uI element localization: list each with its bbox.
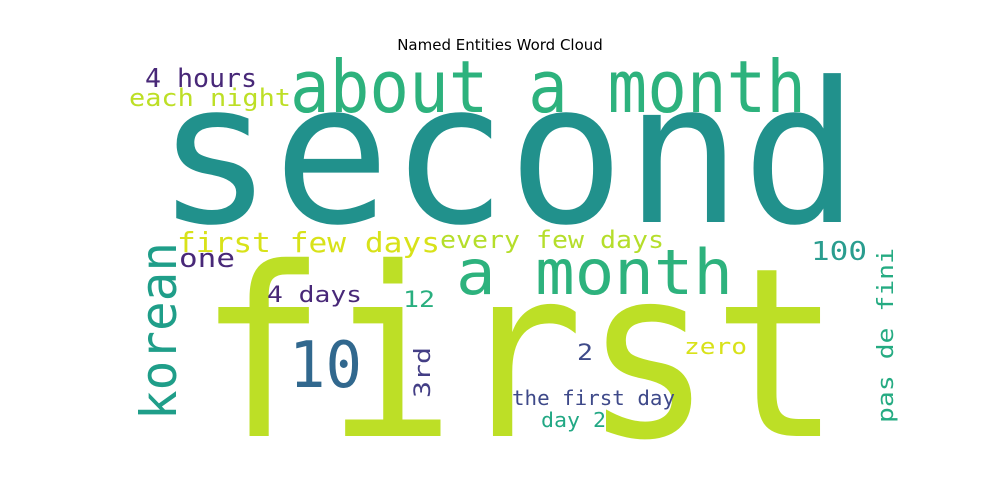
word-12: 12 (403, 288, 435, 313)
word-10: 10 (289, 329, 362, 403)
word-each-night: each night (129, 84, 291, 112)
word-pas-de-fini: pas de fini (874, 248, 899, 423)
word-about-a-month: about a month (290, 45, 806, 129)
word-a-month: a month (456, 236, 733, 309)
word-3rd: 3rd (411, 347, 436, 398)
word-first: first (198, 217, 841, 492)
word-one: one (179, 244, 235, 274)
word-second: second (156, 41, 859, 269)
word-the-first-day: the first day (512, 386, 675, 410)
word-4-hours: 4 hours (145, 64, 257, 94)
word-4-days: 4 days (267, 283, 362, 308)
word-korean: korean (130, 242, 188, 420)
chart-title: Named Entities Word Cloud (397, 36, 603, 54)
word-every-few-days: every few days (440, 226, 664, 254)
word-first-few-days: first few days (177, 226, 440, 259)
word-100: 100 (811, 237, 867, 267)
word-day-2: day 2 (541, 408, 606, 432)
word-zero: zero (684, 335, 747, 360)
word-2: 2 (577, 341, 593, 366)
